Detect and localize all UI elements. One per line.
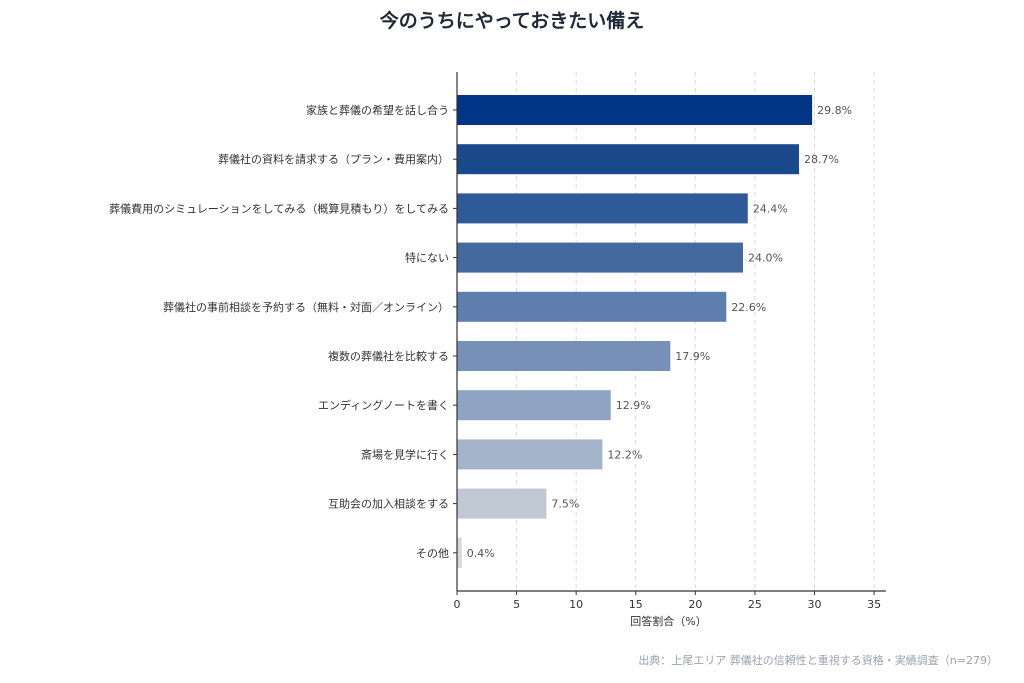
x-tick-label: 15	[629, 598, 643, 611]
bar	[457, 144, 800, 175]
value-label: 29.8%	[817, 104, 852, 117]
x-tick-label: 30	[808, 598, 822, 611]
bar	[457, 390, 611, 421]
x-tick-label: 5	[513, 598, 520, 611]
category-label: 葬儀社の資料を請求する（プラン・費用案内）	[218, 152, 449, 166]
category-label: その他	[416, 547, 449, 560]
bar	[457, 193, 748, 224]
chart-title: 今のうちにやっておきたい備え	[379, 10, 645, 32]
x-tick-label: 0	[454, 598, 461, 611]
bar	[457, 439, 603, 470]
category-label: 葬儀費用のシミュレーションをしてみる（概算見積もり）をしてみる	[109, 201, 449, 215]
x-tick-label: 10	[569, 598, 583, 611]
x-axis-title: 回答割合（%）	[630, 614, 706, 628]
x-tick-label: 35	[867, 598, 881, 611]
labels: 家族と葬儀の希望を話し合う 29.8% 葬儀社の資料を請求する（プラン・費用案内） 2…	[109, 103, 852, 560]
value-label: 22.6%	[731, 301, 766, 314]
category-label: 葬儀社の事前相談を予約する（無料・対面／オンライン）	[163, 300, 449, 314]
axes: 0 5 10 15 20 25 30 35	[453, 72, 886, 611]
bar	[457, 341, 671, 371]
category-label: 家族と葬儀の希望を話し合う	[306, 103, 449, 117]
value-label: 17.9%	[675, 350, 710, 363]
category-label: 特にない	[405, 251, 449, 265]
bar	[457, 488, 547, 519]
bar	[457, 537, 462, 568]
bar	[457, 291, 727, 322]
value-label: 12.2%	[607, 448, 642, 461]
category-label: 互助会の加入相談をする	[328, 497, 449, 511]
bar	[457, 95, 813, 125]
source-note: 出典：上尾エリア 葬儀社の信頼性と重視する資格・実績調査（n=279）	[638, 654, 998, 667]
category-label: エンディングノートを書く	[318, 398, 449, 412]
value-label: 7.5%	[551, 498, 579, 511]
x-tick-label: 20	[688, 598, 702, 611]
value-label: 12.9%	[616, 399, 651, 412]
value-label: 24.4%	[753, 202, 788, 215]
bar	[457, 242, 743, 273]
value-label: 24.0%	[748, 252, 783, 265]
category-label: 複数の葬儀社を比較する	[328, 349, 449, 363]
x-tick-label: 25	[748, 598, 762, 611]
value-label: 28.7%	[804, 153, 839, 166]
bars	[457, 95, 813, 568]
value-label: 0.4%	[467, 547, 495, 560]
category-label: 斎場を見学に行く	[361, 447, 449, 461]
